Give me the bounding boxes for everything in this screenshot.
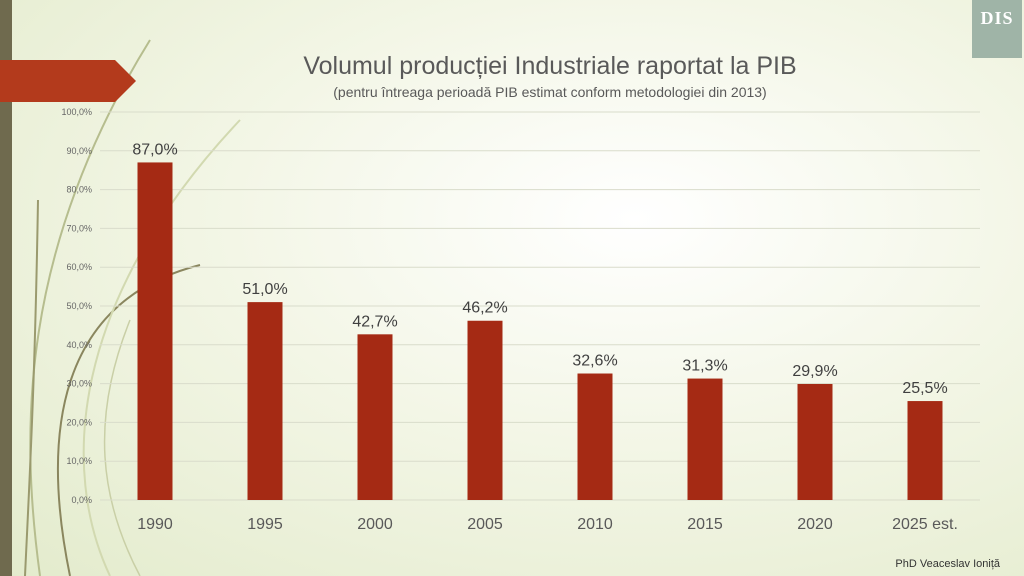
x-tick-label: 1995 bbox=[247, 516, 283, 533]
y-tick-label: 30,0% bbox=[66, 379, 92, 389]
x-tick-label: 2025 est. bbox=[892, 516, 958, 533]
data-label: 31,3% bbox=[682, 358, 727, 375]
y-tick-label: 90,0% bbox=[66, 146, 92, 156]
y-tick-label: 0,0% bbox=[71, 495, 92, 505]
bar bbox=[247, 302, 283, 500]
author-credit: PhD Veaceslav Ioniță bbox=[895, 558, 1000, 570]
bar bbox=[357, 334, 393, 500]
y-tick-label: 60,0% bbox=[66, 262, 92, 272]
logo: DIS bbox=[972, 0, 1022, 58]
data-label: 32,6% bbox=[572, 353, 617, 370]
bar bbox=[797, 383, 833, 500]
x-tick-label: 2020 bbox=[797, 516, 833, 533]
data-label: 42,7% bbox=[352, 313, 397, 330]
chart-title: Volumul producției Industriale raportat … bbox=[303, 52, 797, 80]
x-tick-label: 2010 bbox=[577, 516, 613, 533]
title-arrow-shape bbox=[0, 60, 136, 102]
logo-text: DIS bbox=[980, 8, 1014, 28]
data-label: 87,0% bbox=[132, 141, 177, 158]
y-tick-label: 80,0% bbox=[66, 185, 92, 195]
y-tick-label: 40,0% bbox=[66, 340, 92, 350]
y-tick-label: 50,0% bbox=[66, 301, 92, 311]
bar bbox=[137, 162, 173, 500]
chart-subtitle: (pentru întreaga perioadă PIB estimat co… bbox=[333, 84, 767, 100]
x-tick-label: 2000 bbox=[357, 516, 393, 533]
y-tick-label: 10,0% bbox=[66, 456, 92, 466]
x-tick-label: 1990 bbox=[137, 516, 173, 533]
y-tick-label: 70,0% bbox=[66, 223, 92, 233]
left-decor-bar bbox=[0, 0, 12, 576]
bar bbox=[577, 373, 613, 500]
y-tick-label: 100,0% bbox=[61, 107, 92, 117]
bar bbox=[907, 401, 943, 500]
x-tick-label: 2015 bbox=[687, 516, 723, 533]
data-label: 25,5% bbox=[902, 380, 947, 397]
bar bbox=[687, 378, 723, 500]
data-label: 51,0% bbox=[242, 281, 287, 298]
y-tick-label: 20,0% bbox=[66, 417, 92, 427]
x-tick-label: 2005 bbox=[467, 516, 503, 533]
bar bbox=[467, 320, 503, 500]
data-label: 29,9% bbox=[792, 363, 837, 380]
data-label: 46,2% bbox=[462, 300, 507, 317]
